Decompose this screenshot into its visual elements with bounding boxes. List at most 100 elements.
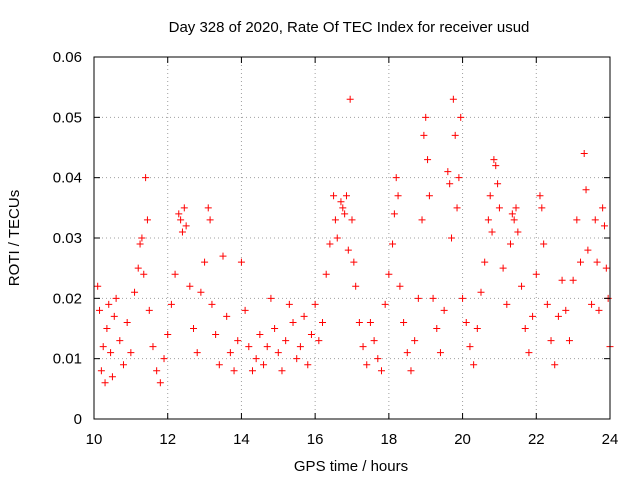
- data-point: [190, 325, 198, 332]
- data-point: [536, 192, 544, 200]
- data-point: [514, 228, 522, 236]
- data-point: [99, 343, 107, 351]
- data-point: [429, 294, 437, 302]
- data-point: [495, 204, 503, 212]
- data-point: [484, 216, 492, 224]
- y-tick-label: 0.06: [53, 49, 82, 66]
- data-point: [212, 331, 220, 339]
- data-point: [573, 216, 581, 224]
- x-tick-label: 24: [602, 431, 619, 448]
- data-point: [304, 361, 312, 369]
- data-point: [319, 318, 327, 326]
- data-point: [451, 131, 459, 139]
- data-point: [344, 246, 352, 254]
- chart-title: Day 328 of 2020, Rate Of TEC Index for r…: [169, 19, 530, 36]
- data-point: [252, 355, 260, 363]
- y-tick-label: 0.03: [53, 230, 82, 247]
- data-point: [602, 264, 610, 272]
- data-point: [263, 343, 271, 351]
- data-point: [390, 210, 398, 218]
- data-point: [506, 240, 514, 248]
- data-point: [143, 216, 151, 224]
- data-point: [403, 349, 411, 357]
- data-point: [307, 331, 315, 339]
- data-point: [201, 258, 209, 266]
- data-point: [112, 294, 120, 302]
- data-point: [359, 343, 367, 351]
- y-tick-label: 0.01: [53, 351, 82, 368]
- data-point: [525, 349, 533, 357]
- data-point: [433, 325, 441, 332]
- data-point: [577, 258, 585, 266]
- data-point: [94, 282, 102, 290]
- data-point: [385, 270, 393, 278]
- data-point: [149, 343, 157, 351]
- data-point: [193, 349, 201, 357]
- data-point: [142, 174, 150, 182]
- data-point: [333, 234, 341, 242]
- data-point: [105, 300, 113, 308]
- data-point: [470, 361, 478, 369]
- data-point: [138, 234, 146, 242]
- data-point: [107, 349, 115, 357]
- data-point: [440, 306, 448, 314]
- data-point: [370, 337, 378, 345]
- data-point: [108, 373, 116, 381]
- data-point: [153, 367, 161, 375]
- data-point: [466, 343, 474, 351]
- data-point: [455, 174, 463, 182]
- data-point: [562, 306, 570, 314]
- data-point: [418, 216, 426, 224]
- data-point: [131, 288, 139, 296]
- data-point: [510, 216, 518, 224]
- data-point: [569, 276, 577, 284]
- data-point: [350, 258, 358, 266]
- x-axis-label: GPS time / hours: [294, 458, 408, 475]
- data-point: [245, 343, 253, 351]
- x-tick-labels: 10 12 14 16 18 20 22 24: [86, 431, 619, 448]
- data-point: [591, 216, 599, 224]
- data-point: [180, 204, 188, 212]
- data-point: [554, 312, 562, 320]
- y-axis-label: ROTI / TECUs: [6, 190, 23, 286]
- data-point: [140, 270, 148, 278]
- data-point: [366, 318, 374, 326]
- data-point: [160, 355, 168, 363]
- data-point: [494, 180, 502, 188]
- data-point: [271, 325, 279, 332]
- x-tick-label: 12: [159, 431, 176, 448]
- data-point: [518, 282, 526, 290]
- data-point: [348, 216, 356, 224]
- data-point: [584, 246, 592, 254]
- data-point: [145, 306, 153, 314]
- data-point: [588, 300, 596, 308]
- data-point: [457, 113, 465, 121]
- data-point: [256, 331, 264, 339]
- y-tick-label: 0.05: [53, 109, 82, 126]
- data-point: [381, 300, 389, 308]
- data-point: [278, 367, 286, 375]
- data-point: [230, 367, 238, 375]
- data-point: [101, 379, 109, 387]
- data-point: [492, 162, 500, 170]
- data-point: [311, 300, 319, 308]
- data-point: [289, 318, 297, 326]
- data-point: [377, 367, 385, 375]
- data-point: [296, 343, 304, 351]
- data-point: [293, 355, 301, 363]
- data-point: [330, 192, 338, 200]
- data-point: [477, 288, 485, 296]
- data-point: [551, 361, 559, 369]
- data-point: [197, 288, 205, 296]
- data-point: [136, 240, 144, 248]
- data-point: [473, 325, 481, 332]
- data-point: [449, 95, 457, 103]
- x-tick-label: 16: [307, 431, 324, 448]
- data-point: [481, 258, 489, 266]
- data-point: [400, 318, 408, 326]
- data-point: [315, 337, 323, 345]
- data-point: [285, 300, 293, 308]
- data-point: [234, 337, 242, 345]
- axis-ticks: [93, 56, 611, 420]
- data-point: [206, 216, 214, 224]
